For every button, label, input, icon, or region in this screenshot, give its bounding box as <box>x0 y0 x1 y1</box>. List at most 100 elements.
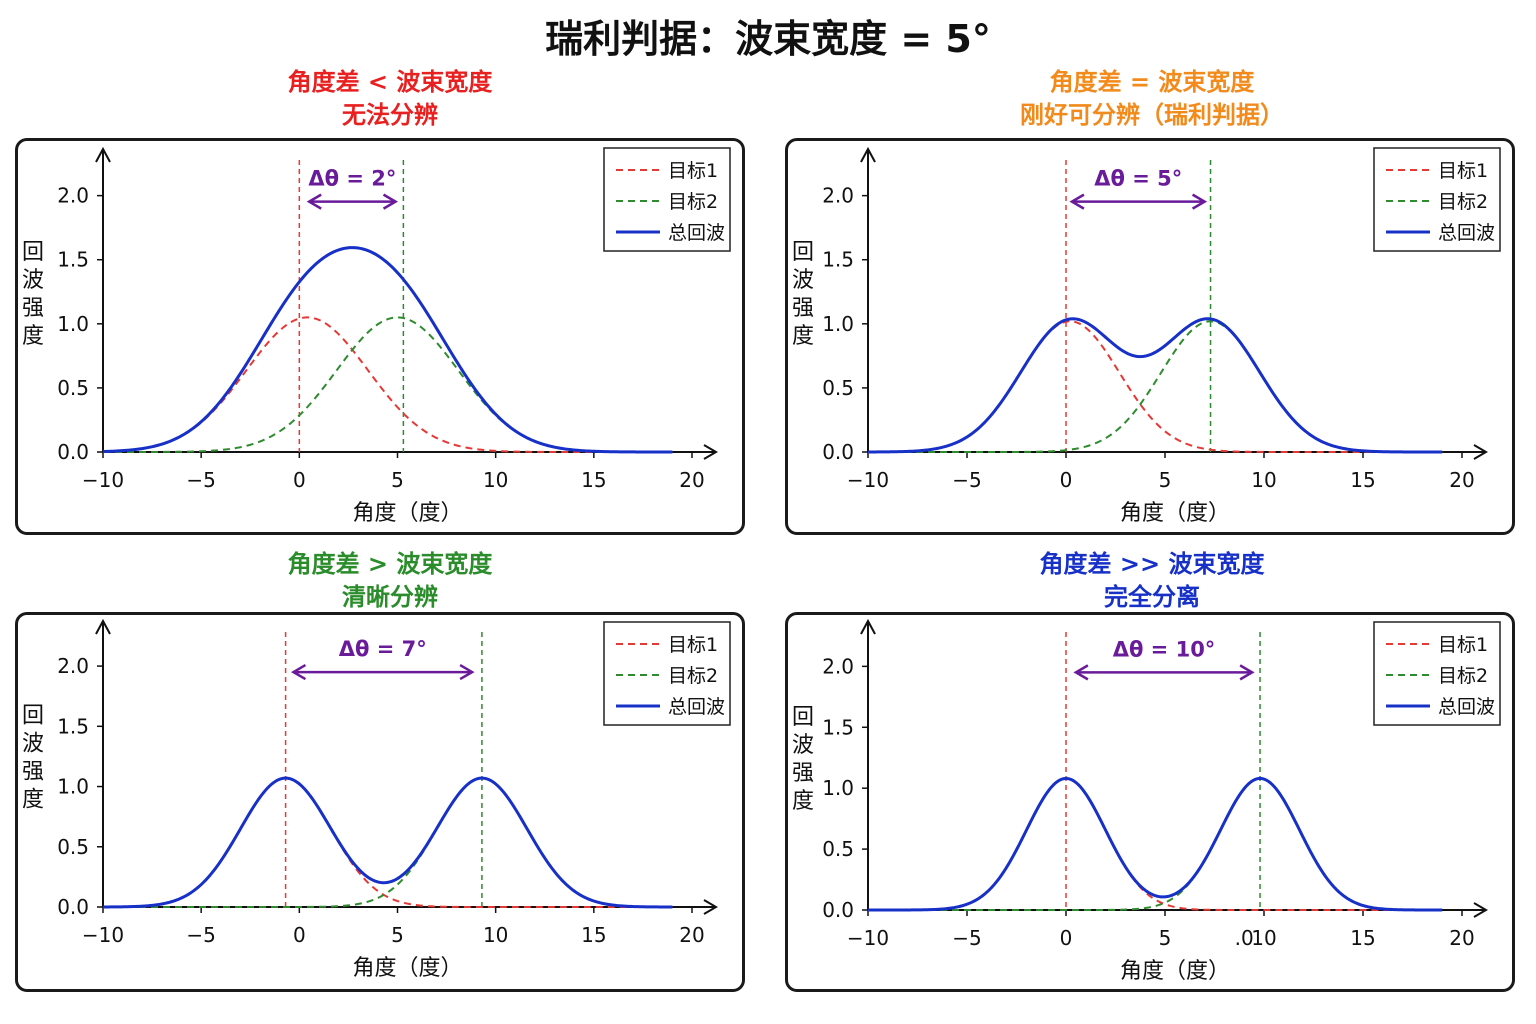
p2-series-total <box>867 317 1443 454</box>
panel-title-3: 角度差 > 波束宽度 清晰分辨 <box>20 548 760 614</box>
p3-series-target-1 <box>103 777 673 908</box>
p1-delta-arrow-left-head <box>306 193 322 210</box>
panel-title-4: 角度差 >> 波束宽度 完全分离 <box>782 548 1522 614</box>
p4-delta-arrow-left-head <box>1073 664 1089 681</box>
p3-x-tick-label: −5 <box>186 923 215 947</box>
p3-series-total <box>103 776 673 909</box>
p1-x-tick-label: 5 <box>391 468 404 492</box>
p3-y-tick-label: 1.0 <box>57 775 89 799</box>
p4-x-tick-label: 20 <box>1449 926 1474 950</box>
p2-delta-label: Δθ = 5° <box>1094 167 1182 191</box>
p2-delta-arrow-right-head <box>1191 193 1208 210</box>
p4-y-axis-label-char: 强 <box>792 761 814 786</box>
p4-series-target-2 <box>868 777 1443 911</box>
panel-title-2-line1: 角度差 = 波束宽度 <box>1049 68 1255 96</box>
p1-y-tick-label: 1.0 <box>57 312 89 336</box>
panel-title-3-line1: 角度差 > 波束宽度 <box>287 550 493 578</box>
p3-legend-label-1: 目标1 <box>668 634 718 656</box>
p1-x-tick-label: 15 <box>581 468 606 492</box>
p2-x-tick-label: 20 <box>1449 468 1474 492</box>
p4-legend-label-3: 总回波 <box>1438 696 1495 718</box>
p2-y-axis-label-char: 强 <box>792 296 814 321</box>
panel-title-3-line2: 清晰分辨 <box>342 583 438 611</box>
p3-y-tick-label: 2.0 <box>57 654 89 678</box>
p1-delta-arrow-right-head <box>382 193 399 210</box>
p4-x-axis-label: 角度（度） <box>1120 959 1230 984</box>
p3-y-axis-label-char: 回 <box>22 704 44 729</box>
p2-legend-label-2: 目标2 <box>1438 191 1488 213</box>
p3-x-tick-label: 15 <box>581 923 606 947</box>
p2-y-axis-arrow <box>860 146 876 163</box>
p4-legend-label-2: 目标2 <box>1438 665 1488 687</box>
p3-legend-label-2: 目标2 <box>668 665 718 687</box>
p1-series-total <box>102 246 673 454</box>
p2-x-axis-label: 角度（度） <box>1120 501 1230 526</box>
p4-legend <box>1373 621 1501 726</box>
p1-y-axis-arrow <box>95 146 111 163</box>
p1-legend-label-1: 目标1 <box>668 160 718 182</box>
p1-x-tick-label: −10 <box>82 468 124 492</box>
p4-y-axis-label-char: 回 <box>792 705 814 730</box>
p3-x-tick-label: 0 <box>293 923 306 947</box>
p2-legend-label-1: 目标1 <box>1438 160 1488 182</box>
p3-x-tick-label: 5 <box>391 923 404 947</box>
p3-x-axis-label: 角度（度） <box>352 956 462 981</box>
p2-x-axis-arrow <box>1473 444 1488 460</box>
p1-y-axis-label-char: 回 <box>22 240 44 265</box>
p1-y-tick-label: 0.5 <box>57 376 89 400</box>
p2-y-tick-label: 2.0 <box>822 184 854 208</box>
p3-y-axis-label-char: 度 <box>22 788 44 813</box>
p1-x-tick-label: 10 <box>483 468 508 492</box>
p3-delta-arrow-right-head <box>459 664 475 681</box>
p4-x-axis-arrow <box>1473 902 1488 918</box>
p1-legend-label-3: 总回波 <box>668 222 725 244</box>
p2-x-tick-label: 5 <box>1159 468 1172 492</box>
p2-legend-label-3: 总回波 <box>1438 222 1495 244</box>
panel-title-1-line2: 无法分辨 <box>342 101 438 129</box>
p3-delta-label: Δθ = 7° <box>339 637 427 661</box>
p1-y-tick-label: 0.0 <box>57 440 89 464</box>
p1-x-axis-arrow <box>703 444 718 460</box>
p4-x-tick-label: −5 <box>952 926 981 950</box>
panel-title-4-line2: 完全分离 <box>1104 583 1200 611</box>
p4-y-axis-label-char: 波 <box>792 733 814 758</box>
p2-y-axis-label-char: 波 <box>792 268 814 293</box>
p4-series-total <box>868 776 1443 912</box>
p3-y-axis-label-char: 波 <box>22 732 44 757</box>
panel-title-1: 角度差 < 波束宽度 无法分辨 <box>20 66 760 132</box>
p2-y-tick-label: 0.0 <box>822 440 854 464</box>
p4-x-tick-label: 0 <box>1060 926 1073 950</box>
p3-y-axis-arrow <box>95 618 111 635</box>
p4-y-tick-label: 0.0 <box>822 898 854 922</box>
p2-x-tick-label: 0 <box>1060 468 1073 492</box>
panel-title-2: 角度差 = 波束宽度 刚好可分辨（瑞利判据） <box>782 66 1522 132</box>
p2-y-axis-label-char: 度 <box>792 324 814 349</box>
p4-y-tick-label: 1.5 <box>822 715 854 739</box>
p3-x-tick-label: 20 <box>679 923 704 947</box>
p1-x-axis-label: 角度（度） <box>352 501 462 526</box>
p1-legend-label-2: 目标2 <box>668 191 718 213</box>
p2-x-tick-label: 15 <box>1350 468 1375 492</box>
p1-x-tick-label: 0 <box>293 468 306 492</box>
p2-y-tick-label: 1.5 <box>822 248 854 272</box>
p2-x-tick-label: 10 <box>1251 468 1276 492</box>
p1-x-tick-label: −5 <box>186 468 215 492</box>
p1-y-tick-label: 2.0 <box>57 184 89 208</box>
panel-title-2-line2: 刚好可分辨（瑞利判据） <box>1020 101 1284 129</box>
p4-y-tick-label: 2.0 <box>822 654 854 678</box>
p1-y-axis-label-char: 度 <box>22 324 44 349</box>
p2-x-tick-label: −5 <box>952 468 981 492</box>
p1-y-axis-label-char: 波 <box>22 268 44 293</box>
panel-title-1-line1: 角度差 < 波束宽度 <box>287 68 493 96</box>
p4-x-tick-label: 15 <box>1350 926 1375 950</box>
p3-x-tick-label: 10 <box>483 923 508 947</box>
p2-y-tick-label: 0.5 <box>822 376 854 400</box>
p3-series-target-2 <box>103 777 673 908</box>
p3-y-tick-label: 0.0 <box>57 895 89 919</box>
p4-x-tick-label: 5 <box>1159 926 1172 950</box>
panel-title-4-line1: 角度差 >> 波束宽度 <box>1039 550 1265 578</box>
p3-y-tick-label: 0.5 <box>57 835 89 859</box>
